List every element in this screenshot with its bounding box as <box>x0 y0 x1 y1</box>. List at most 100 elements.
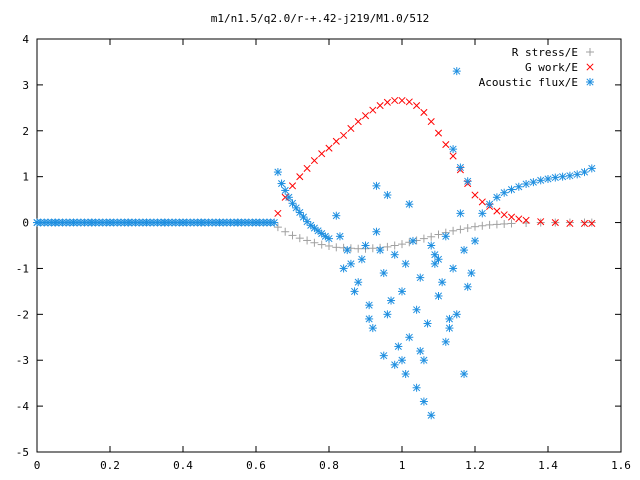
data-point <box>273 223 282 232</box>
data-point <box>383 310 392 319</box>
data-point <box>303 164 311 172</box>
series-2 <box>274 96 596 228</box>
data-point <box>588 219 596 228</box>
data-point <box>587 164 596 173</box>
legend-label: G work/E <box>525 61 578 74</box>
data-point <box>317 240 326 249</box>
data-point <box>419 397 428 406</box>
data-point <box>383 98 391 106</box>
data-point <box>303 236 312 245</box>
data-point <box>441 232 450 241</box>
data-point <box>347 124 355 133</box>
data-point <box>416 273 425 282</box>
data-point <box>383 191 392 200</box>
y-tick-label: 3 <box>22 79 29 92</box>
x-tick-label: 0.2 <box>100 459 120 472</box>
data-point <box>354 278 363 287</box>
data-point <box>398 96 406 105</box>
data-point <box>485 220 494 229</box>
data-point <box>383 242 392 251</box>
data-point <box>434 230 443 239</box>
data-point <box>318 150 326 158</box>
x-tick-label: 0.4 <box>173 459 193 472</box>
data-point <box>587 218 596 227</box>
data-point <box>350 287 359 296</box>
data-point <box>340 131 348 139</box>
data-point <box>325 234 333 243</box>
data-point <box>430 250 439 259</box>
data-point <box>522 216 530 224</box>
y-tick-label: -5 <box>16 446 29 459</box>
x-tick-label: 1.4 <box>538 459 558 472</box>
data-point <box>346 259 355 268</box>
data-point <box>398 287 406 296</box>
data-point <box>493 207 501 215</box>
data-point <box>288 182 297 190</box>
data-point <box>346 244 355 253</box>
data-point <box>372 181 381 190</box>
data-point <box>427 232 436 241</box>
data-point <box>441 337 450 346</box>
data-point <box>500 211 508 219</box>
data-point <box>537 218 545 226</box>
data-point <box>514 182 523 191</box>
data-point <box>427 118 435 126</box>
legend-marker <box>586 78 594 86</box>
data-point <box>325 241 333 250</box>
data-point <box>544 174 552 183</box>
data-point <box>423 319 432 328</box>
data-point <box>369 106 377 114</box>
data-point <box>398 240 406 249</box>
y-tick-label: 2 <box>22 125 29 138</box>
data-point <box>368 244 377 253</box>
data-point <box>492 220 501 229</box>
series-layer <box>33 67 596 420</box>
legend-marker <box>586 48 594 56</box>
data-point <box>361 112 370 120</box>
data-point <box>277 179 286 188</box>
data-point <box>343 246 352 255</box>
data-point <box>310 224 319 233</box>
data-point <box>408 236 417 245</box>
data-point <box>452 310 461 319</box>
data-point <box>292 203 301 212</box>
data-point <box>335 232 344 241</box>
data-point <box>357 255 366 264</box>
data-point <box>368 324 377 333</box>
data-point <box>536 218 545 227</box>
data-point <box>515 215 523 223</box>
data-point <box>467 269 476 278</box>
data-point <box>310 157 318 165</box>
legend-marker <box>586 63 594 71</box>
y-tick-label: -2 <box>16 308 29 321</box>
y-tick-label: -4 <box>16 400 30 413</box>
data-point <box>405 200 414 209</box>
data-point <box>471 191 479 199</box>
data-point <box>529 178 538 187</box>
data-point <box>500 219 509 228</box>
data-point <box>412 383 421 392</box>
data-point <box>361 241 370 250</box>
data-point <box>445 324 454 333</box>
data-point <box>419 356 428 365</box>
data-point <box>438 278 447 287</box>
data-point <box>354 244 363 253</box>
x-tick-label: 1.2 <box>465 459 485 472</box>
axes-layer: 0 0.2 0.4 0.6 0.8 1 1.2 1.4 1.6 4 3 2 1 0 -1 -2 -3 -4 -5 <box>16 33 631 472</box>
x-tick-label: 1.6 <box>611 459 631 472</box>
data-point <box>456 209 465 218</box>
data-point <box>376 246 385 255</box>
data-point <box>580 168 589 177</box>
data-point <box>412 305 421 314</box>
data-point <box>420 108 428 116</box>
data-point <box>281 186 290 195</box>
data-point <box>332 243 341 252</box>
data-point <box>284 193 293 202</box>
data-point <box>332 211 341 220</box>
data-point <box>434 255 443 264</box>
x-tick-label: 1 <box>399 459 406 472</box>
data-point <box>456 225 465 234</box>
data-point <box>394 342 403 351</box>
data-point <box>427 241 436 250</box>
